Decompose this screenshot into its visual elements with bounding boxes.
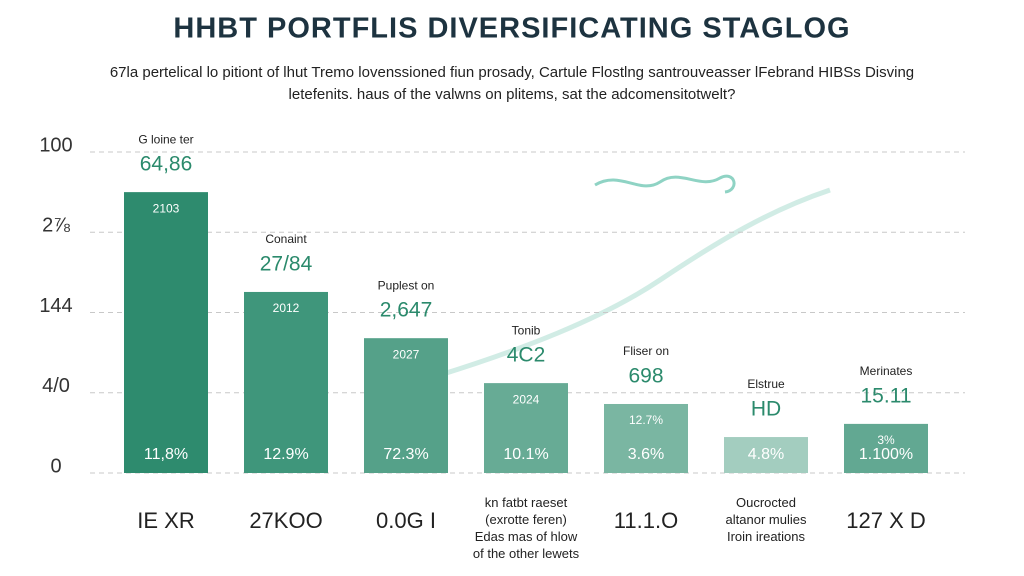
y-tick-label: 100 xyxy=(39,134,72,156)
bar xyxy=(124,192,208,473)
bar-year: 3% xyxy=(877,433,895,447)
bar-percent: 4.8% xyxy=(748,446,784,463)
bar-year: 12.7% xyxy=(629,413,663,427)
bar-caption: Fliser on xyxy=(623,344,669,358)
decor-trail xyxy=(439,187,831,378)
bar xyxy=(244,291,328,473)
y-tick-label: 2⅞ xyxy=(42,215,70,237)
bar xyxy=(604,403,688,473)
bar-percent: 11,8% xyxy=(144,446,188,463)
bar-percent: 10.1% xyxy=(503,446,548,463)
bar-headline: 27/84 xyxy=(260,253,313,276)
bar xyxy=(484,383,568,473)
bar-headline: 64,86 xyxy=(140,153,193,176)
x-tick-label: kn fatbt raeset (exrotte feren) Edas mas… xyxy=(472,495,580,561)
bar-headline: 698 xyxy=(628,365,663,388)
x-tick-label: 0.0G I xyxy=(376,508,436,533)
bar xyxy=(364,338,448,473)
bar-caption: G loine ter xyxy=(138,132,193,146)
y-tick-label: 0 xyxy=(50,455,61,477)
bar xyxy=(724,437,808,473)
bar-percent: 72.3% xyxy=(383,446,428,463)
bar-caption: Puplest on xyxy=(378,278,435,292)
bar-headline: 15.11 xyxy=(861,384,912,407)
bar-percent: 1.100% xyxy=(859,446,913,463)
y-tick-label: 4/0 xyxy=(42,375,70,397)
x-tick-label: IE XR xyxy=(137,508,195,533)
bar-headline: 4C2 xyxy=(507,344,546,367)
x-tick-label: Oucrocted altanor mulies Iroin ireations xyxy=(725,495,807,544)
decor-swirl xyxy=(594,174,736,194)
bar-caption: Tonib xyxy=(512,323,541,337)
bar-headline: HD xyxy=(751,398,781,421)
bar-year: 2027 xyxy=(393,347,420,361)
bar-caption: Merinates xyxy=(860,364,913,378)
chart-title: HHBT PORTFLIS DIVERSIFICATING STAGLOG xyxy=(173,13,850,45)
bar-year: 2024 xyxy=(513,392,540,406)
bar-year: 2012 xyxy=(273,301,300,315)
bar xyxy=(844,423,928,473)
bar-percent: 12.9% xyxy=(263,446,308,463)
x-tick-label: 11.1.O xyxy=(613,508,679,533)
bar-year: 2103 xyxy=(153,201,180,215)
bar-caption: Conaint xyxy=(265,232,307,246)
bar-headline: 2,647 xyxy=(380,299,433,322)
x-tick-label: 127 X D xyxy=(846,508,926,533)
chart-subtitle: 67la pertelical lo pitiont of lhut Tremo… xyxy=(109,64,915,103)
bar-caption: Elstrue xyxy=(747,377,785,391)
y-tick-label: 144 xyxy=(39,295,72,317)
bar-percent: 3.6% xyxy=(628,446,664,463)
x-tick-label: 27KOO xyxy=(249,508,323,533)
